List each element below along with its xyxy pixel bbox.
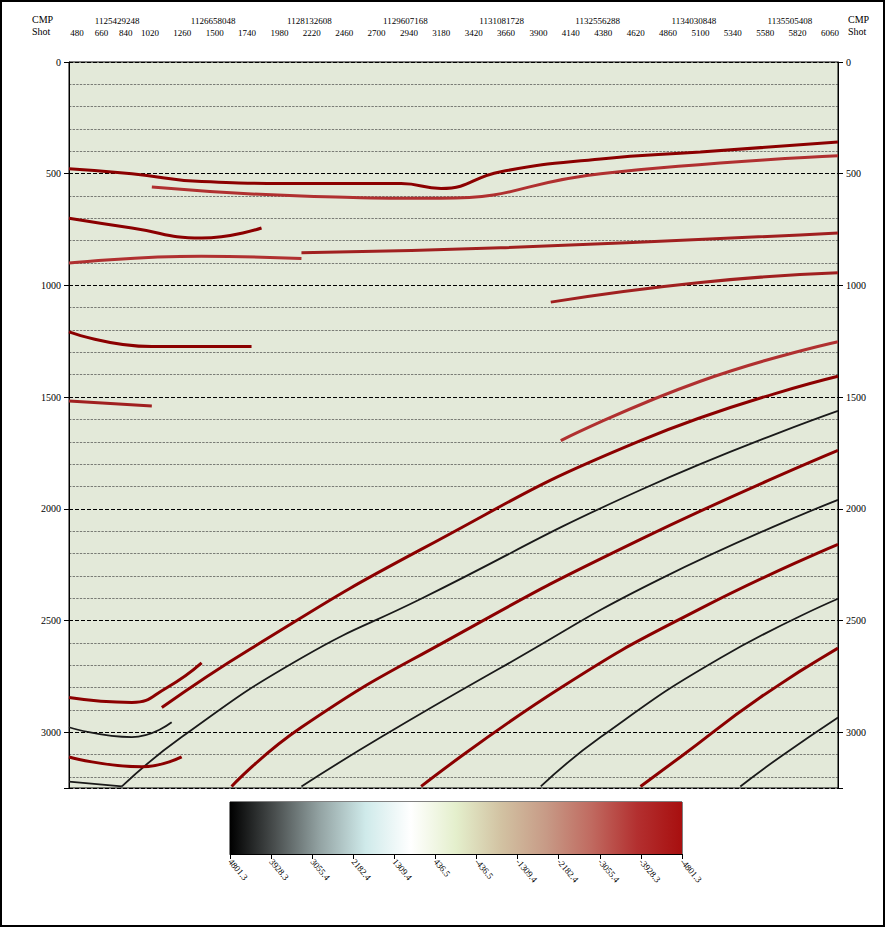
svg-text:2500: 2500	[41, 615, 61, 626]
svg-text:4860: 4860	[659, 28, 678, 38]
svg-text:5340: 5340	[724, 28, 743, 38]
svg-text:5820: 5820	[789, 28, 808, 38]
svg-text:3928.3: 3928.3	[267, 857, 291, 883]
svg-text:1125429248: 1125429248	[95, 16, 140, 26]
svg-text:2000: 2000	[846, 503, 866, 514]
svg-text:4620: 4620	[627, 28, 646, 38]
svg-text:1135505408: 1135505408	[768, 16, 813, 26]
svg-text:Shot: Shot	[848, 26, 867, 37]
svg-text:1500: 1500	[846, 392, 866, 403]
svg-text:0: 0	[846, 57, 851, 68]
svg-text:2940: 2940	[400, 28, 419, 38]
svg-text:1500: 1500	[41, 392, 61, 403]
svg-text:5100: 5100	[691, 28, 710, 38]
svg-text:3420: 3420	[465, 28, 484, 38]
svg-text:3900: 3900	[529, 28, 548, 38]
svg-text:1020: 1020	[141, 28, 160, 38]
svg-text:-2182.4: -2182.4	[555, 857, 581, 885]
svg-text:1500: 1500	[206, 28, 225, 38]
svg-text:1129607168: 1129607168	[383, 16, 428, 26]
svg-text:2182.4: 2182.4	[349, 857, 373, 883]
svg-text:1132556288: 1132556288	[575, 16, 620, 26]
svg-text:2000: 2000	[41, 503, 61, 514]
svg-text:-3055.4: -3055.4	[596, 857, 622, 885]
svg-text:1134030848: 1134030848	[671, 16, 716, 26]
svg-text:3180: 3180	[432, 28, 451, 38]
svg-text:6060: 6060	[821, 28, 840, 38]
svg-text:0: 0	[56, 57, 61, 68]
svg-text:1131081728: 1131081728	[479, 16, 524, 26]
svg-text:3000: 3000	[41, 727, 61, 738]
svg-text:5580: 5580	[756, 28, 775, 38]
svg-text:480: 480	[70, 28, 84, 38]
svg-text:1000: 1000	[41, 280, 61, 291]
svg-text:660: 660	[95, 28, 109, 38]
svg-text:2500: 2500	[846, 615, 866, 626]
svg-text:Shot: Shot	[32, 26, 51, 37]
svg-text:1126658048: 1126658048	[191, 16, 236, 26]
svg-text:436.5: 436.5	[432, 857, 453, 879]
svg-text:2700: 2700	[368, 28, 387, 38]
svg-text:1740: 1740	[238, 28, 257, 38]
svg-text:-3928.3: -3928.3	[637, 857, 663, 885]
svg-text:CMP: CMP	[848, 14, 870, 25]
svg-text:840: 840	[119, 28, 133, 38]
svg-text:4140: 4140	[562, 28, 581, 38]
svg-text:-1309.4: -1309.4	[514, 857, 540, 885]
svg-text:1260: 1260	[173, 28, 192, 38]
svg-text:1000: 1000	[846, 280, 866, 291]
svg-text:500: 500	[846, 168, 861, 179]
svg-text:-436.5: -436.5	[473, 857, 496, 882]
svg-text:3000: 3000	[846, 727, 866, 738]
svg-text:500: 500	[46, 168, 61, 179]
svg-text:1128132608: 1128132608	[287, 16, 332, 26]
svg-text:2460: 2460	[335, 28, 354, 38]
svg-text:4801.3: 4801.3	[226, 857, 250, 883]
svg-text:1980: 1980	[270, 28, 289, 38]
svg-text:3660: 3660	[497, 28, 516, 38]
svg-text:4380: 4380	[594, 28, 613, 38]
svg-text:3055.4: 3055.4	[308, 857, 332, 883]
svg-text:2220: 2220	[303, 28, 322, 38]
svg-text:-4801.3: -4801.3	[678, 857, 704, 885]
svg-text:CMP: CMP	[32, 14, 54, 25]
svg-text:1309.4: 1309.4	[391, 857, 415, 883]
